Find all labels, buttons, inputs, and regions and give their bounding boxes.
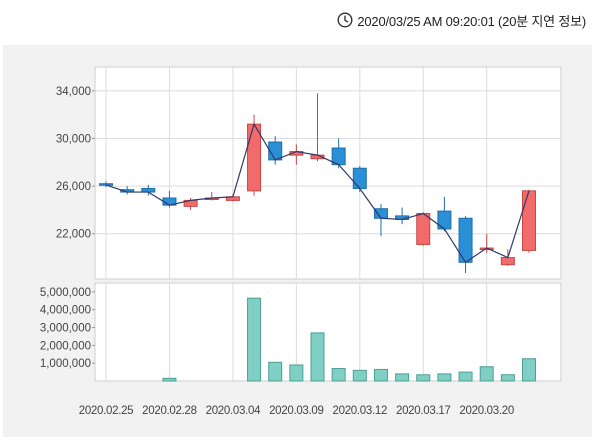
stock-chart: 22,000 26,000 30,000 34,000 1,000,000 2,000,0… xyxy=(40,66,562,417)
volume-bar xyxy=(331,368,346,382)
volume-tick-label: 4,000,000 xyxy=(40,305,91,317)
timestamp: 2020/03/25 AM 09:20:01 (20분 지연 정보) xyxy=(337,10,586,30)
candle-up xyxy=(522,190,536,251)
price-plot-area xyxy=(94,66,562,280)
candle-down xyxy=(268,141,283,161)
candle-up xyxy=(416,212,431,245)
date-tick-label: 2020.03.17 xyxy=(396,405,451,417)
date-tick-label: 2020.03.04 xyxy=(206,405,261,417)
volume-bar xyxy=(373,368,388,382)
grid-layer xyxy=(92,67,561,381)
price-tick-label: 34,000 xyxy=(56,86,91,98)
volume-bar xyxy=(479,366,494,382)
volume-bar xyxy=(289,364,304,382)
chart-panel: 22,000 26,000 30,000 34,000 1,000,000 2,000,0… xyxy=(3,45,592,437)
volume-bar xyxy=(458,371,473,382)
volume-bar xyxy=(437,373,452,382)
axis-labels: 22,000 26,000 30,000 34,000 1,000,000 2,000,0… xyxy=(40,86,514,417)
volume-tick-label: 1,000,000 xyxy=(40,358,91,370)
candle-up xyxy=(500,257,515,266)
volume-tick-label: 2,000,000 xyxy=(40,340,91,352)
volume-tick-label: 5,000,000 xyxy=(40,287,91,299)
volume-bar xyxy=(500,374,515,382)
close-line xyxy=(105,122,530,264)
volume-bar xyxy=(247,297,262,382)
volume-bar xyxy=(395,373,410,382)
price-tick-label: 26,000 xyxy=(56,181,91,193)
volume-bars xyxy=(162,297,536,382)
volume-plot-area xyxy=(94,282,562,382)
date-tick-label: 2020.02.28 xyxy=(142,405,197,417)
volume-bar xyxy=(522,358,536,382)
clock-icon xyxy=(337,12,353,28)
volume-bar xyxy=(416,374,431,382)
price-tick-label: 22,000 xyxy=(56,229,91,241)
candle-down xyxy=(373,208,388,219)
candle-up xyxy=(247,123,262,192)
candle-down xyxy=(352,167,367,189)
date-tick-label: 2020.03.09 xyxy=(269,405,324,417)
date-tick-label: 2020.03.20 xyxy=(459,405,514,417)
volume-bar xyxy=(352,369,367,382)
volume-bar xyxy=(310,332,325,382)
date-tick-label: 2020.02.25 xyxy=(79,405,134,417)
price-candles xyxy=(99,93,536,274)
date-tick-label: 2020.03.12 xyxy=(333,405,388,417)
close-price-line xyxy=(105,122,530,264)
volume-bar xyxy=(268,361,283,382)
volume-bar xyxy=(162,377,177,382)
price-tick-label: 30,000 xyxy=(56,133,91,145)
volume-tick-label: 3,000,000 xyxy=(40,323,91,335)
timestamp-text: 2020/03/25 AM 09:20:01 (20분 지연 정보) xyxy=(357,13,586,29)
